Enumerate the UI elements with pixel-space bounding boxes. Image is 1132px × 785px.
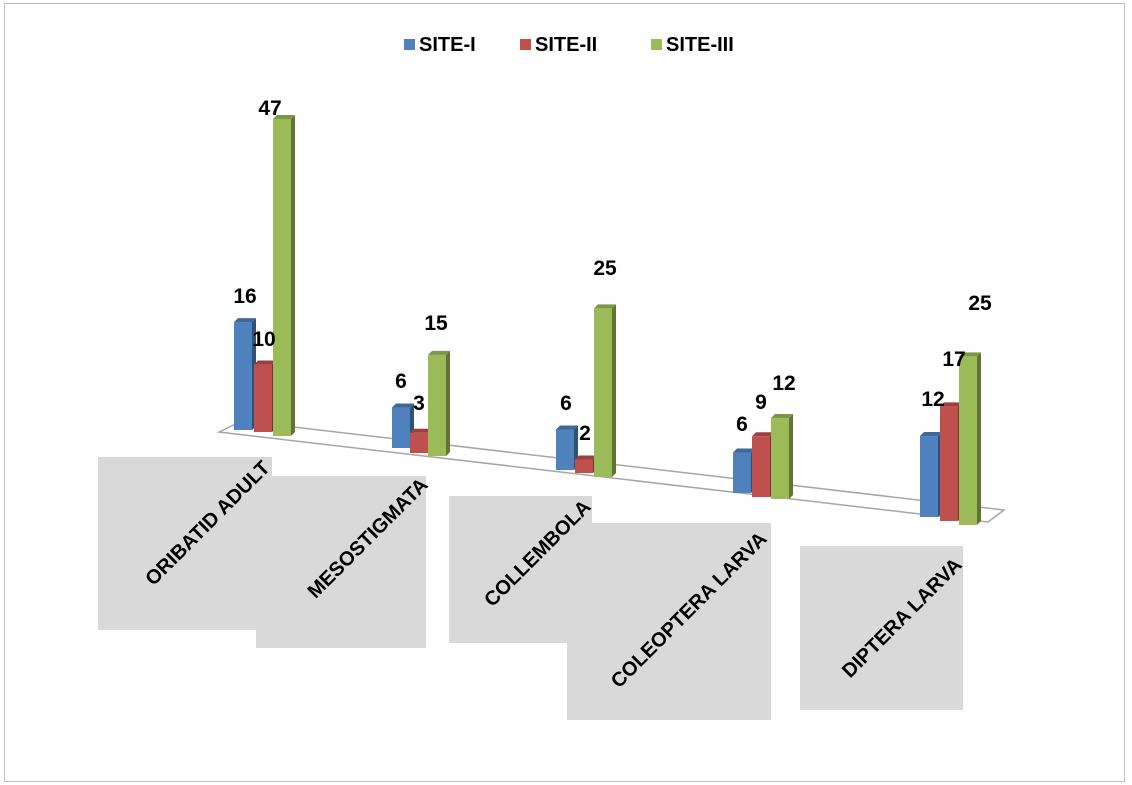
- bar-side: [291, 114, 295, 437]
- bar-top: [940, 402, 962, 407]
- bar-site-ii-coleoptera-larva: [752, 432, 774, 497]
- bar-site-i-coleoptera-larva: [733, 448, 755, 493]
- bar-side: [789, 414, 793, 499]
- bar-front: [771, 418, 789, 499]
- legend-label: SITE-I: [419, 34, 476, 56]
- bar-site-ii-diptera-larva: [940, 402, 962, 521]
- bar-top: [733, 448, 755, 453]
- bar-top: [254, 360, 276, 365]
- bar-front: [410, 432, 428, 453]
- data-labels: 16 6 6 6 12 10 3 2 9 17 47 15 25 12 25: [233, 97, 992, 445]
- bar-front: [733, 452, 751, 493]
- bar-front: [575, 459, 593, 473]
- legend: SITE-I SITE-II SITE-III: [404, 34, 734, 56]
- data-label-site-i-diptera-larva: 12: [921, 388, 944, 411]
- bar-front: [392, 407, 410, 448]
- data-label-site-i-mesostigmata: 6: [395, 370, 407, 393]
- data-label-site-i-collembola: 6: [560, 392, 572, 415]
- legend-item-site-ii: SITE-II: [520, 34, 597, 56]
- category-label-backgrounds: [98, 457, 963, 720]
- bar-front: [752, 436, 770, 497]
- data-label-site-iii-mesostigmata: 15: [424, 312, 448, 335]
- category-label-box-coleoptera-larva: [567, 523, 771, 720]
- bar-top: [752, 432, 774, 437]
- bar-front: [428, 354, 446, 456]
- chart-frame: [4, 3, 1125, 782]
- bar-site-i-diptera-larva: [920, 432, 942, 517]
- bar-top: [410, 428, 432, 433]
- bar-top: [392, 403, 414, 408]
- data-label-site-ii-diptera-larva: 17: [942, 348, 965, 371]
- legend-swatch: [520, 39, 531, 50]
- bar-front: [920, 436, 938, 517]
- bar-front: [940, 406, 958, 521]
- legend-swatch: [404, 39, 415, 50]
- bar-top: [575, 455, 597, 460]
- legend-item-site-i: SITE-I: [404, 34, 476, 56]
- bar-site-ii-oribatid-adult: [254, 360, 276, 432]
- data-label-site-ii-collembola: 2: [579, 422, 591, 445]
- legend-swatch: [651, 39, 662, 50]
- bars: [234, 114, 981, 525]
- bar-front: [959, 356, 977, 525]
- category-label-box-diptera-larva: [800, 546, 963, 710]
- bar-site-iii-diptera-larva: [959, 352, 981, 525]
- bar-front: [556, 429, 574, 470]
- bar-top: [771, 414, 793, 419]
- legend-item-site-iii: SITE-III: [651, 34, 734, 56]
- data-label-site-iii-collembola: 25: [593, 257, 617, 280]
- data-label-site-iii-coleoptera-larva: 12: [772, 372, 795, 395]
- data-label-site-ii-oribatid-adult: 10: [252, 328, 275, 351]
- bar-site-iii-coleoptera-larva: [771, 414, 793, 499]
- bar-site-iii-oribatid-adult: [273, 114, 295, 437]
- data-label-site-ii-mesostigmata: 3: [413, 392, 425, 415]
- bar-top: [234, 318, 256, 323]
- bar-front: [594, 308, 612, 477]
- data-label-site-ii-coleoptera-larva: 9: [755, 391, 767, 414]
- data-label-site-iii-oribatid-adult: 47: [258, 97, 281, 120]
- bar-front: [273, 118, 291, 437]
- category-label-box-oribatid-adult: [98, 457, 272, 630]
- bar-top: [594, 304, 616, 309]
- category-label-box-mesostigmata: [256, 476, 426, 648]
- bar-site-iii-mesostigmata: [428, 350, 450, 456]
- bar-site-iii-collembola: [594, 304, 616, 477]
- bar-side: [612, 304, 616, 477]
- legend-label: SITE-III: [666, 34, 734, 56]
- bar-top: [273, 114, 295, 119]
- bar-site-i-collembola: [556, 425, 578, 470]
- data-label-site-iii-diptera-larva: 25: [968, 292, 992, 315]
- bar-side: [977, 352, 981, 525]
- legend-label: SITE-II: [535, 34, 597, 56]
- bar-site-ii-collembola: [575, 455, 597, 473]
- data-label-site-i-oribatid-adult: 16: [233, 285, 256, 308]
- bar-front: [234, 322, 252, 430]
- bar-top: [920, 432, 942, 437]
- bar-top: [959, 352, 981, 357]
- bar-side: [446, 350, 450, 456]
- bar-site-i-oribatid-adult: [234, 318, 256, 430]
- data-label-site-i-coleoptera-larva: 6: [736, 413, 748, 436]
- bar-front: [254, 364, 272, 432]
- bar-top: [428, 350, 450, 355]
- bar-top: [556, 425, 578, 430]
